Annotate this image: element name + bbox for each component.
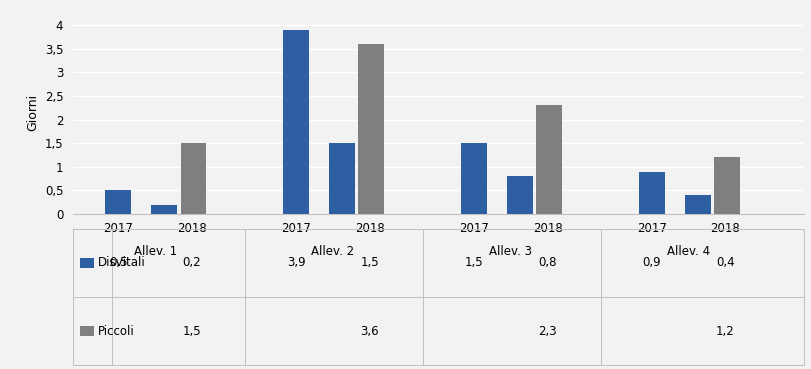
Text: Piccoli: Piccoli	[98, 325, 135, 338]
Text: 0,4: 0,4	[715, 256, 734, 269]
Bar	[180, 143, 206, 214]
Text: Allev. 4: Allev. 4	[667, 245, 710, 258]
Y-axis label: Giorni: Giorni	[26, 94, 39, 131]
Text: 0,8: 0,8	[538, 256, 556, 269]
Bar	[507, 176, 532, 214]
Bar	[684, 195, 710, 214]
Text: 0,9: 0,9	[642, 256, 660, 269]
Bar	[329, 143, 354, 214]
Bar	[461, 143, 487, 214]
Text: Allev. 1: Allev. 1	[133, 245, 177, 258]
Text: 0,5: 0,5	[109, 256, 127, 269]
Bar	[638, 172, 664, 214]
Text: Disvitali: Disvitali	[98, 256, 146, 269]
Text: 0,2: 0,2	[182, 256, 201, 269]
Text: Allev. 2: Allev. 2	[311, 245, 354, 258]
Text: Allev. 3: Allev. 3	[489, 245, 532, 258]
Text: 2,3: 2,3	[538, 325, 556, 338]
Bar	[105, 190, 131, 214]
Bar	[535, 106, 561, 214]
Text: 3,6: 3,6	[360, 325, 379, 338]
Bar	[713, 158, 739, 214]
Text: 1,5: 1,5	[464, 256, 483, 269]
Text: 1,2: 1,2	[715, 325, 734, 338]
Bar	[152, 204, 177, 214]
Bar	[358, 44, 384, 214]
Text: 3,9: 3,9	[286, 256, 305, 269]
Text: 1,5: 1,5	[182, 325, 201, 338]
Text: 1,5: 1,5	[360, 256, 379, 269]
Bar	[283, 30, 309, 214]
